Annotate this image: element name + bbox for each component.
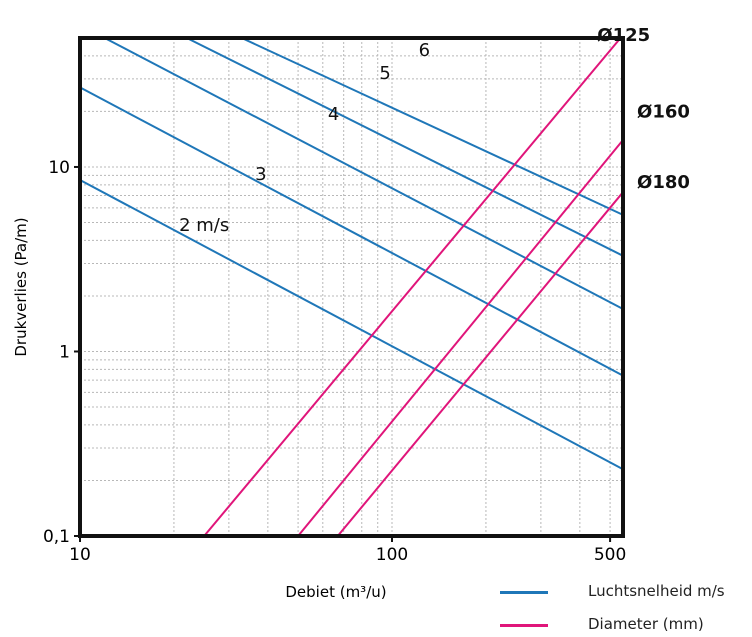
velocity-line-label: 5 [379,63,390,84]
velocity-line-label: 4 [328,104,339,125]
diameter-line [297,139,624,537]
legend-label-velocity: Luchtsnelheid m/s [588,582,725,600]
y-axis-label: Drukverlies (Pa/m) [12,217,30,356]
legend-swatch-velocity [500,591,548,594]
velocity-line-label: 2 m/s [179,215,229,236]
x-tick-label: 100 [376,545,408,565]
velocity-line [79,179,624,471]
velocity-line-label: 6 [419,40,430,61]
x-tick-label: 10 [69,545,91,565]
diameter-line-label: Ø125 [597,25,650,46]
legend-swatch-diameter [500,624,548,627]
y-tick-label: 10 [48,158,70,178]
y-tick-label: 0,1 [43,527,70,547]
velocity-line-label: 3 [255,164,266,185]
plot-frame [78,36,625,538]
velocity-line [79,86,624,377]
legend-label-diameter: Diameter (mm) [588,615,704,633]
legend-item-velocity: Luchtsnelheid m/s [500,580,752,604]
velocity-line [241,37,624,216]
diameter-line [336,191,624,537]
diameter-line [203,37,622,537]
legend-item-diameter: Diameter (mm) [500,613,752,637]
tick-labels: 10 100 500 0,1 1 10 [43,158,626,565]
diameter-line-label: Ø160 [637,101,690,122]
y-tick-label: 1 [59,342,70,362]
velocity-line [104,37,624,310]
x-axis-label: Debiet (m³/u) [285,583,386,601]
series-layer [79,37,624,537]
diameter-line-label: Ø180 [637,172,690,193]
series-labels: 2 m/s 3 4 5 6 Ø125 Ø160 Ø180 [179,25,690,236]
x-tick-label: 500 [594,545,626,565]
velocity-line [186,37,624,257]
grid [80,38,623,536]
